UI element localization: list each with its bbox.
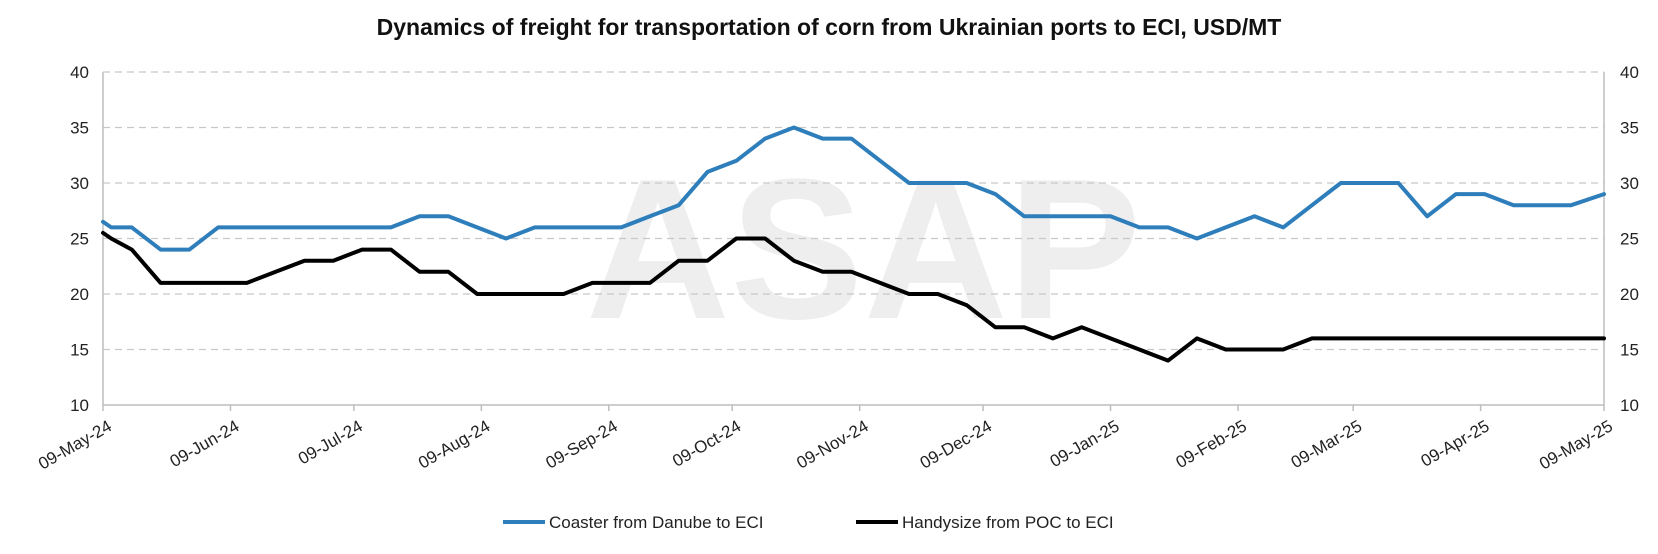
y-tick-label-right: 15 bbox=[1620, 341, 1639, 360]
y-tick-label-right: 30 bbox=[1620, 174, 1639, 193]
x-tick-label: 09-Feb-25 bbox=[1173, 416, 1250, 472]
x-tick-label: 09-Apr-25 bbox=[1418, 416, 1493, 470]
y-tick-label: 30 bbox=[70, 174, 89, 193]
x-tick-label: 09-Oct-24 bbox=[669, 416, 744, 470]
legend-label-handysize: Handysize from POC to ECI bbox=[902, 513, 1114, 532]
y-tick-label-right: 25 bbox=[1620, 230, 1639, 249]
y-tick-label-right: 40 bbox=[1620, 63, 1639, 82]
series-line-coaster bbox=[101, 125, 1606, 252]
x-tick-label: 09-Aug-24 bbox=[415, 416, 493, 472]
y-tick-label-right: 10 bbox=[1620, 396, 1639, 415]
y-tick-label-right: 35 bbox=[1620, 119, 1639, 138]
legend-label-coaster: Coaster from Danube to ECI bbox=[549, 513, 763, 532]
x-tick-label: 09-Jan-25 bbox=[1047, 416, 1123, 471]
x-tick-label: 09-Nov-24 bbox=[793, 416, 871, 472]
watermark-logo: ASAP bbox=[586, 138, 1142, 361]
x-tick-label: 09-Dec-24 bbox=[917, 416, 995, 472]
x-tick-label: 09-May-24 bbox=[35, 416, 115, 473]
y-tick-label: 20 bbox=[70, 285, 89, 304]
y-tick-label: 15 bbox=[70, 341, 89, 360]
x-tick-label: 09-Jul-24 bbox=[295, 416, 366, 468]
series-line-handysize bbox=[101, 230, 1606, 363]
y-tick-label-right: 20 bbox=[1620, 285, 1639, 304]
x-tick-label: 09-Jun-24 bbox=[167, 416, 243, 471]
x-tick-label: 09-Mar-25 bbox=[1288, 416, 1365, 472]
chart-title: Dynamics of freight for transportation o… bbox=[376, 14, 1282, 40]
y-tick-label: 35 bbox=[70, 119, 89, 138]
x-tick-label: 09-May-25 bbox=[1536, 416, 1616, 473]
x-tick-label: 09-Sep-24 bbox=[543, 416, 621, 472]
y-tick-label: 40 bbox=[70, 63, 89, 82]
y-tick-label: 10 bbox=[70, 396, 89, 415]
y-tick-label: 25 bbox=[70, 230, 89, 249]
